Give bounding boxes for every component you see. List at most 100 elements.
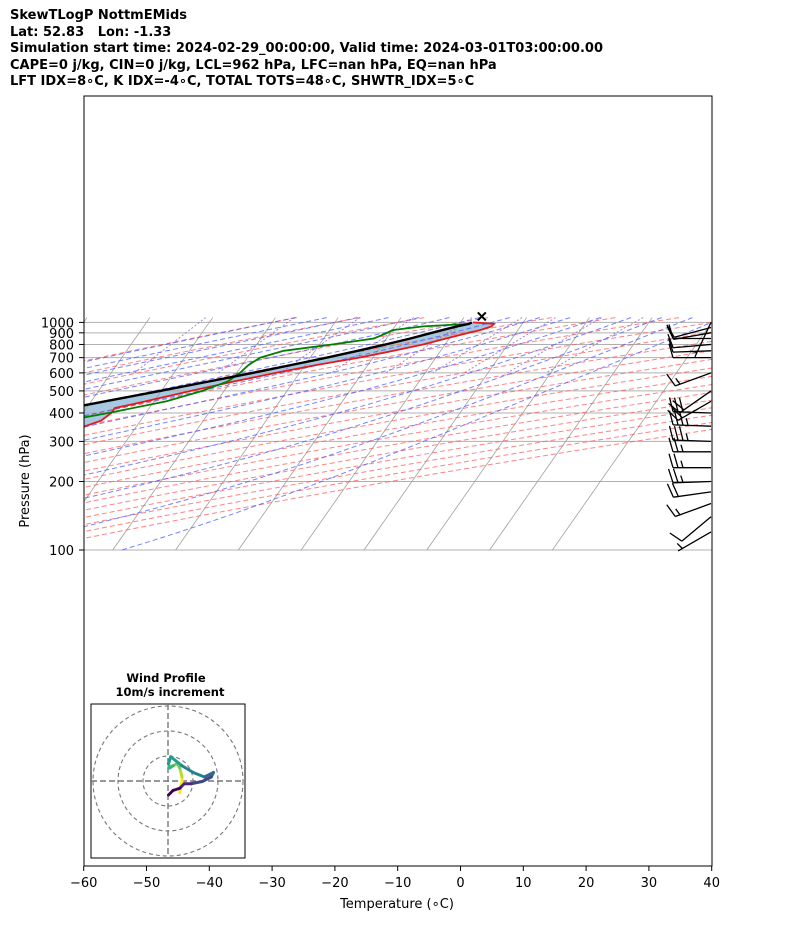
barb-flag — [669, 532, 683, 542]
moist-adiabat — [121, 321, 712, 551]
y-tick-label: 200 — [49, 475, 74, 490]
moist-adiabat — [84, 317, 662, 499]
axis-ticks: −60 −50 −40 −30 −20 −10 0 10 20 30 40 100 200 300 400 5… — [41, 316, 720, 891]
profiles — [84, 311, 496, 428]
isotherm-30 — [489, 317, 653, 551]
barb-flag — [667, 333, 674, 349]
dry-adiabat — [84, 317, 489, 396]
dry-adiabat — [84, 317, 297, 362]
y-tick-label: 100 — [49, 544, 74, 559]
barb-flag — [667, 468, 674, 484]
wind-barb — [668, 343, 711, 359]
barb-flag — [666, 373, 676, 387]
dry-adiabat — [84, 384, 712, 496]
stability-line-1: CAPE=0 j/kg, CIN=0 j/kg, LCL=962 hPa, LF… — [10, 57, 497, 73]
barb-half-flag — [680, 444, 684, 453]
barb-staff — [673, 480, 712, 484]
wind-barb — [668, 425, 712, 443]
y-tick-label: 400 — [49, 407, 74, 422]
isotherm--20 — [175, 317, 339, 551]
barb-flag — [671, 482, 679, 497]
barb-flag — [666, 504, 676, 517]
barb-flag — [678, 397, 684, 413]
x-tick-label: −50 — [133, 876, 160, 891]
barb-staff — [681, 516, 712, 542]
mixing-ratio-line — [280, 317, 361, 374]
time-line: Simulation start time: 2024-02-29_00:00:… — [10, 41, 603, 57]
dry-adiabat — [84, 358, 712, 472]
moist-adiabat — [84, 317, 389, 383]
dewpoint-line — [84, 323, 469, 419]
mixing-ratio-line — [134, 317, 206, 374]
barb-flag — [668, 397, 674, 412]
adiabats — [84, 317, 712, 551]
y-tick-label: 1000 — [41, 316, 74, 331]
x-axis-label: Temperature (∘C) — [339, 897, 454, 912]
barb-flag — [673, 437, 679, 453]
isotherm--40 — [84, 317, 214, 503]
x-tick-label: −10 — [384, 876, 411, 891]
dry-adiabat — [84, 399, 712, 511]
stability-line-2: LFT IDX=8∘C, K IDX=-4∘C, TOTAL TOTS=48∘C… — [10, 74, 475, 90]
mixing-ratio-line — [507, 317, 602, 374]
mixing-ratio-line — [218, 317, 295, 374]
wind-barb — [668, 437, 711, 453]
barb-staff — [673, 350, 712, 353]
x-tick-label: 20 — [578, 876, 595, 891]
wind-barb — [668, 410, 712, 427]
hodograph-segment — [200, 775, 213, 783]
dry-adiabat — [84, 317, 552, 407]
temperature-line — [84, 321, 496, 428]
barb-staff — [677, 531, 712, 552]
y-tick-label: 900 — [49, 327, 74, 342]
y-tick-label: 700 — [49, 352, 74, 367]
chart-header: SkewTLogP NottmEMids Lat: 52.83 Lon: -1.… — [10, 8, 603, 91]
barb-staff — [673, 343, 712, 349]
wind-barb — [668, 453, 711, 469]
barb-flag — [668, 410, 674, 426]
moist-adiabat — [84, 317, 358, 376]
dry-adiabat — [84, 331, 712, 446]
dry-adiabat — [84, 321, 712, 436]
hodograph-segment — [180, 764, 195, 774]
wind-barb — [676, 531, 712, 552]
x-tick-label: −60 — [70, 876, 97, 891]
isotherm-0 — [300, 317, 465, 551]
dry-adiabat — [84, 421, 712, 533]
isotherm-10 — [363, 317, 528, 551]
barb-flag — [678, 426, 684, 441]
barb-half-flag — [675, 508, 681, 516]
barb-staff — [674, 326, 712, 338]
x-tick-label: −40 — [196, 876, 223, 891]
wind-barb — [668, 324, 711, 340]
mixing-ratio-line — [545, 317, 644, 374]
hodograph-segment — [169, 755, 184, 768]
inset-title: Wind Profile — [126, 671, 206, 685]
x-tick-label: 30 — [641, 876, 658, 891]
x-tick-label: 10 — [515, 876, 532, 891]
isotherm-20 — [426, 317, 590, 551]
hodograph-segment — [167, 789, 175, 797]
wind-barbs — [666, 322, 712, 552]
wind-barb — [666, 482, 712, 498]
moist-adiabat — [84, 317, 510, 417]
hodograph-segment — [191, 771, 206, 779]
barb-half-flag — [675, 377, 681, 385]
cape-cin-fill — [84, 322, 494, 427]
dry-adiabat — [84, 317, 616, 417]
isotherm--60 — [84, 317, 88, 323]
barb-flag — [667, 338, 674, 353]
x-tick-label: 0 — [456, 876, 464, 891]
barb-half-flag — [676, 542, 683, 549]
y-tick-label: 300 — [49, 435, 74, 450]
y-axis-label: Pressure (hPa) — [18, 434, 33, 527]
parcel-area-fill — [84, 322, 494, 427]
dry-adiabat — [84, 349, 712, 464]
barb-flag — [668, 453, 674, 468]
wind-barb — [667, 333, 712, 349]
barb-flag — [672, 468, 679, 483]
y-tick-label: 800 — [49, 338, 74, 353]
surface-marker — [477, 311, 487, 322]
moist-adiabat — [84, 317, 632, 476]
